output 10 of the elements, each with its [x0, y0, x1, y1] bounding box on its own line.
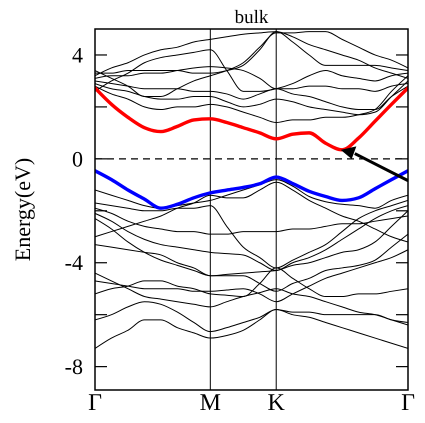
- y-tick-label: -4: [64, 250, 83, 276]
- y-axis-title: Energy(eV): [10, 158, 35, 262]
- x-tick-label: K: [268, 390, 286, 416]
- y-tick-label: 4: [72, 42, 83, 68]
- x-tick-label: M: [200, 390, 221, 416]
- x-tick-label: Γ: [88, 390, 102, 416]
- x-tick-label: Γ: [401, 390, 416, 416]
- y-tick-label: -8: [64, 354, 83, 380]
- y-tick-label: 0: [72, 146, 83, 172]
- chart-title: bulk: [234, 7, 269, 28]
